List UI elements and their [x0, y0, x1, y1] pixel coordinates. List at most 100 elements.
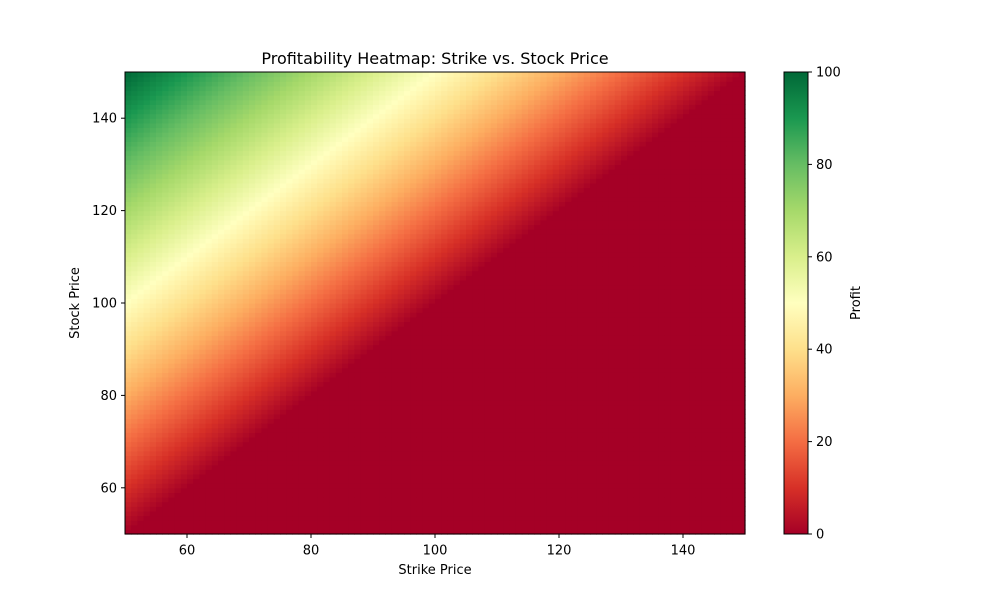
- heatmap-cell: [286, 423, 293, 429]
- heatmap-cell: [218, 289, 225, 295]
- heatmap-cell: [416, 233, 424, 239]
- heatmap-cell: [410, 386, 417, 392]
- heatmap-cell: [218, 238, 225, 244]
- heatmap-cell: [391, 450, 399, 457]
- heatmap-cell: [385, 155, 393, 161]
- heatmap-cell: [218, 441, 225, 447]
- heatmap-cell: [143, 400, 151, 406]
- heatmap-cell: [317, 316, 324, 323]
- heatmap-cell: [422, 238, 430, 244]
- heatmap-cell: [125, 427, 132, 433]
- heatmap-cell: [273, 164, 281, 170]
- heatmap-cell: [180, 150, 188, 156]
- heatmap-cell: [280, 478, 287, 484]
- heatmap-cell: [385, 446, 393, 452]
- heatmap-cell: [342, 418, 349, 424]
- heatmap-cell: [373, 303, 380, 309]
- heatmap-cell: [416, 113, 424, 119]
- heatmap-cell: [422, 492, 430, 498]
- heatmap-cell: [342, 219, 349, 226]
- heatmap-cell: [230, 76, 238, 82]
- heatmap-cell: [193, 363, 200, 369]
- heatmap-cell: [410, 335, 417, 341]
- heatmap-cell: [205, 501, 213, 507]
- heatmap-cell: [329, 358, 337, 364]
- heatmap-cell: [162, 413, 169, 420]
- heatmap-cell: [323, 219, 331, 226]
- heatmap-cell: [342, 390, 349, 396]
- heatmap-cell: [373, 339, 380, 346]
- heatmap-cell: [416, 266, 424, 272]
- heatmap-cell: [323, 247, 331, 253]
- heatmap-cell: [199, 344, 207, 350]
- heatmap-cell: [385, 487, 393, 494]
- heatmap-cell: [280, 145, 287, 152]
- heatmap-cell: [323, 293, 331, 299]
- heatmap-cell: [323, 520, 331, 526]
- heatmap-cell: [298, 423, 306, 429]
- heatmap-cell: [149, 108, 157, 115]
- heatmap-cell: [354, 169, 362, 175]
- heatmap-cell: [199, 487, 207, 494]
- heatmap-cell: [298, 386, 306, 392]
- heatmap-cell: [255, 487, 262, 494]
- heatmap-cell: [168, 118, 176, 124]
- heatmap-cell: [397, 178, 405, 184]
- heatmap-cell: [404, 303, 411, 309]
- heatmap-cell: [156, 478, 163, 484]
- heatmap-cell: [428, 330, 436, 336]
- heatmap-cell: [249, 99, 256, 105]
- heatmap-cell: [366, 279, 374, 286]
- heatmap-cell: [255, 515, 262, 521]
- heatmap-cell: [242, 293, 250, 299]
- heatmap-cell: [255, 85, 262, 92]
- heatmap-cell: [199, 210, 207, 216]
- heatmap-cell: [404, 127, 411, 133]
- heatmap-cell: [366, 85, 374, 92]
- heatmap-cell: [230, 242, 238, 249]
- heatmap-cell: [193, 159, 200, 165]
- heatmap-cell: [311, 229, 318, 235]
- heatmap-cell: [416, 478, 424, 484]
- heatmap-cell: [218, 432, 225, 438]
- heatmap-cell: [292, 127, 300, 133]
- heatmap-cell: [323, 335, 331, 341]
- heatmap-cell: [428, 423, 436, 429]
- heatmap-cell: [329, 108, 337, 115]
- heatmap-cell: [205, 95, 213, 101]
- heatmap-cell: [391, 344, 399, 350]
- heatmap-cell: [366, 169, 374, 175]
- heatmap-cell: [298, 205, 306, 212]
- heatmap-cell: [199, 289, 207, 295]
- heatmap-cell: [131, 173, 138, 179]
- heatmap-cell: [242, 441, 250, 447]
- heatmap-cell: [298, 464, 306, 470]
- heatmap-cell: [292, 136, 300, 142]
- heatmap-cell: [416, 386, 424, 392]
- heatmap-cell: [162, 339, 169, 346]
- heatmap-cell: [267, 141, 275, 147]
- heatmap-cell: [373, 270, 380, 276]
- heatmap-cell: [298, 432, 306, 438]
- heatmap-cell: [304, 289, 312, 295]
- heatmap-cell: [255, 256, 262, 263]
- heatmap-cell: [373, 261, 380, 267]
- heatmap-cell: [131, 219, 138, 226]
- heatmap-cell: [230, 312, 238, 318]
- heatmap-cell: [391, 104, 399, 110]
- heatmap-cell: [168, 515, 176, 521]
- heatmap-cell: [416, 127, 424, 133]
- heatmap-cell: [236, 150, 244, 156]
- heatmap-cell: [205, 141, 213, 147]
- heatmap-cell: [410, 192, 417, 198]
- heatmap-cell: [286, 367, 293, 373]
- heatmap-cell: [317, 418, 324, 424]
- heatmap-cell: [416, 321, 424, 327]
- heatmap-cell: [168, 252, 176, 258]
- heatmap-cell: [360, 529, 368, 535]
- heatmap-cell: [273, 358, 281, 364]
- heatmap-cell: [335, 155, 343, 161]
- heatmap-cell: [267, 122, 275, 129]
- heatmap-cell: [280, 418, 287, 424]
- heatmap-cell: [329, 390, 337, 396]
